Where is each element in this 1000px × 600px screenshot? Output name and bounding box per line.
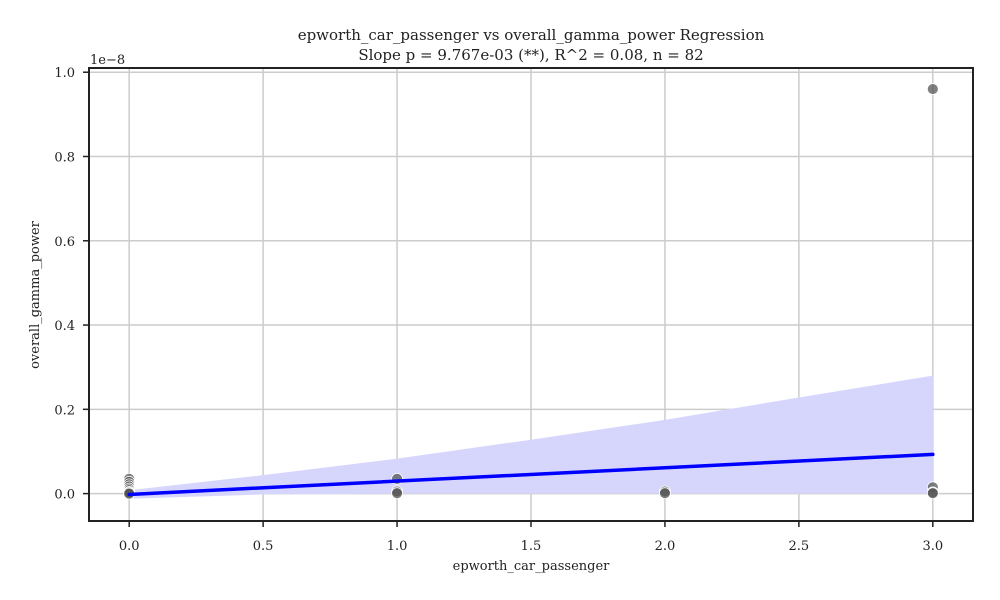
regression-line xyxy=(127,452,935,497)
y-tick-label-1: 0.2 xyxy=(54,403,75,418)
confidence-band-layer xyxy=(129,375,933,499)
ticks: 0.0 0.5 1.0 1.5 2.0 2.5 3.0 0.0 0.2 0.4 0.6 0.8 1.0 xyxy=(54,66,943,554)
chart-title-line1: epworth_car_passenger vs overall_gamma_p… xyxy=(298,26,765,44)
x-tick-label-4: 2.0 xyxy=(655,539,676,554)
y-tick-label-0: 0.0 xyxy=(54,488,75,503)
y-tick-label-3: 0.6 xyxy=(54,235,75,250)
regression-line-layer xyxy=(127,452,935,497)
data-point-14 xyxy=(926,83,939,95)
data-point-13 xyxy=(659,487,671,500)
x-tick-label-6: 3.0 xyxy=(922,539,943,554)
data-point-11 xyxy=(391,487,403,500)
y-axis-label: overall_gamma_power xyxy=(28,220,43,369)
y-tick-label-4: 0.8 xyxy=(54,150,75,165)
x-axis-label: epworth_car_passenger xyxy=(453,559,611,574)
data-point-17 xyxy=(926,487,939,500)
y-scale-label: 1e−8 xyxy=(90,53,125,68)
grid xyxy=(89,68,973,521)
y-tick-label-5: 1.0 xyxy=(54,66,75,81)
chart-title-line2: Slope p = 9.767e-03 (**), R^2 = 0.08, n … xyxy=(358,46,703,64)
x-tick-label-5: 2.5 xyxy=(789,539,810,554)
x-tick-label-1: 0.5 xyxy=(253,539,274,554)
confidence-band xyxy=(129,375,933,499)
x-tick-label-3: 1.5 xyxy=(521,539,542,554)
y-tick-label-2: 0.4 xyxy=(54,319,75,334)
x-tick-label-0: 0.0 xyxy=(119,539,140,554)
x-tick-label-2: 1.0 xyxy=(387,539,408,554)
